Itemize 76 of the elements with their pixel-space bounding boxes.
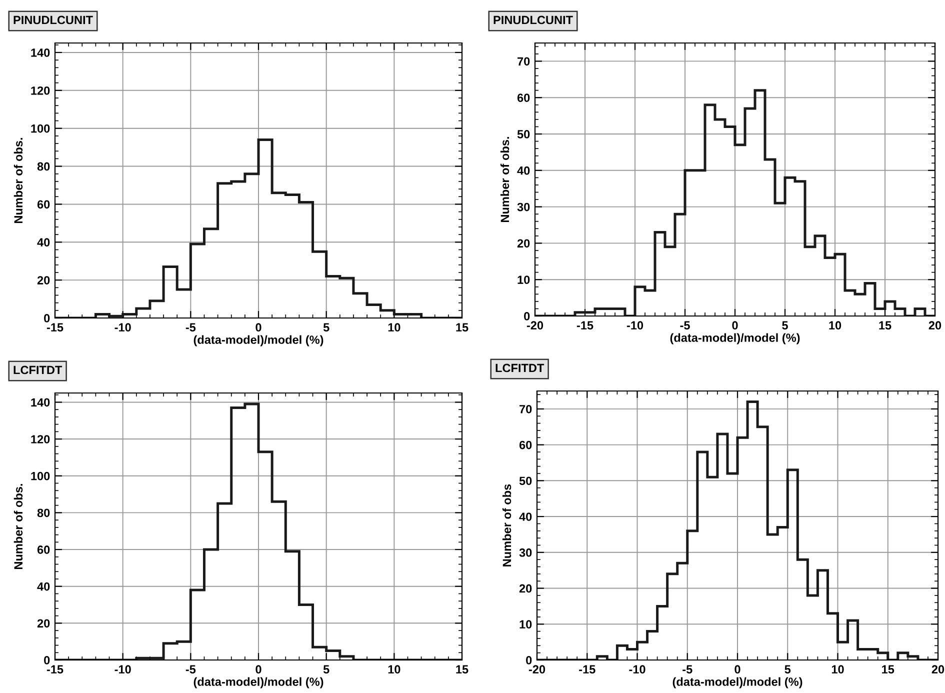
x-tick-label: 15 [882, 665, 894, 674]
y-tick-label: 80 [37, 162, 50, 171]
x-axis-title: (data-model)/model (%) [194, 677, 324, 688]
y-tick-label: 140 [31, 48, 50, 57]
x-tick-label: -10 [114, 665, 131, 674]
x-tick-label: -20 [526, 321, 544, 330]
x-tick-label: -5 [186, 665, 196, 674]
x-tick-label: 10 [388, 323, 400, 332]
x-tick-label: -5 [680, 321, 690, 330]
x-axis-title: (data-model)/model (%) [670, 333, 800, 344]
y-tick-label: 10 [520, 620, 532, 629]
x-tick-label: 10 [388, 665, 400, 674]
y-tick-label: 20 [519, 584, 532, 593]
y-tick-label: 60 [37, 200, 50, 209]
x-tick-label: 0 [256, 665, 262, 674]
x-tick-label: -15 [576, 321, 594, 330]
x-tick-label: -20 [528, 665, 546, 674]
x-tick-label: 0 [256, 323, 262, 332]
y-tick-label: 30 [519, 548, 532, 557]
y-tick-label: 70 [520, 404, 532, 414]
x-tick-label: 0 [734, 665, 740, 674]
y-tick-label: 60 [519, 440, 532, 450]
y-tick-label: 40 [37, 238, 50, 247]
y-tick-label: 60 [37, 546, 50, 554]
y-tick-label: 0 [44, 656, 50, 664]
x-tick-label: -5 [186, 323, 196, 332]
x-tick-label: -15 [46, 665, 64, 674]
x-tick-label: 20 [928, 321, 942, 330]
y-tick-label: 100 [31, 124, 50, 133]
y-tick-label: 80 [37, 508, 50, 518]
y-tick-label: 0 [524, 312, 530, 320]
x-tick-label: 5 [323, 323, 330, 332]
y-tick-label: 20 [37, 619, 50, 628]
y-tick-label: 20 [517, 239, 530, 248]
x-tick-label: 10 [829, 321, 842, 330]
y-tick-label: 30 [517, 202, 530, 212]
x-tick-label: -10 [629, 665, 646, 674]
chart-title: PINUDLCUNIT [14, 16, 93, 24]
x-tick-label: -15 [46, 323, 64, 332]
x-tick-label: 5 [782, 321, 788, 330]
x-tick-label: -15 [579, 665, 596, 674]
x-axis-title: (data-model)/model (%) [194, 335, 324, 346]
y-tick-label: 100 [31, 472, 50, 480]
x-tick-label: -5 [682, 665, 692, 674]
x-tick-label: -10 [626, 321, 644, 330]
chart-title: PINUDLCUNIT [494, 16, 573, 24]
y-tick-label: 40 [517, 166, 530, 175]
y-tick-label: 70 [518, 57, 530, 66]
y-tick-label: 60 [517, 94, 530, 102]
y-tick-label: 120 [31, 435, 50, 444]
x-tick-label: 5 [784, 665, 791, 674]
y-axis-title: Number of obs. [500, 137, 510, 222]
chart-title: LCFITDT [496, 364, 544, 372]
y-tick-label: 10 [518, 276, 530, 284]
x-tick-label: 5 [323, 665, 330, 674]
x-tick-label: 20 [932, 665, 944, 674]
x-tick-label: -10 [114, 323, 131, 332]
y-tick-label: 40 [519, 512, 532, 521]
y-axis-title: Number of obs. [14, 138, 23, 223]
y-tick-label: 0 [44, 314, 50, 322]
y-tick-label: 50 [517, 130, 530, 138]
y-axis-title: Number of obs [502, 484, 512, 566]
y-tick-label: 40 [37, 582, 50, 591]
y-tick-label: 50 [519, 476, 532, 486]
x-tick-label: 15 [879, 321, 892, 330]
x-axis-title: (data-model)/model (%) [672, 677, 802, 688]
x-tick-label: 10 [832, 665, 844, 674]
y-tick-label: 120 [31, 86, 50, 95]
y-axis-title: Number of obs. [14, 484, 23, 569]
y-tick-label: 140 [31, 398, 50, 407]
y-tick-label: 0 [526, 656, 532, 664]
x-tick-label: 0 [732, 321, 738, 330]
x-tick-label: 15 [456, 323, 468, 332]
chart-title: LCFITDT [14, 366, 62, 374]
y-tick-label: 20 [37, 276, 50, 284]
x-tick-label: 15 [456, 665, 468, 674]
